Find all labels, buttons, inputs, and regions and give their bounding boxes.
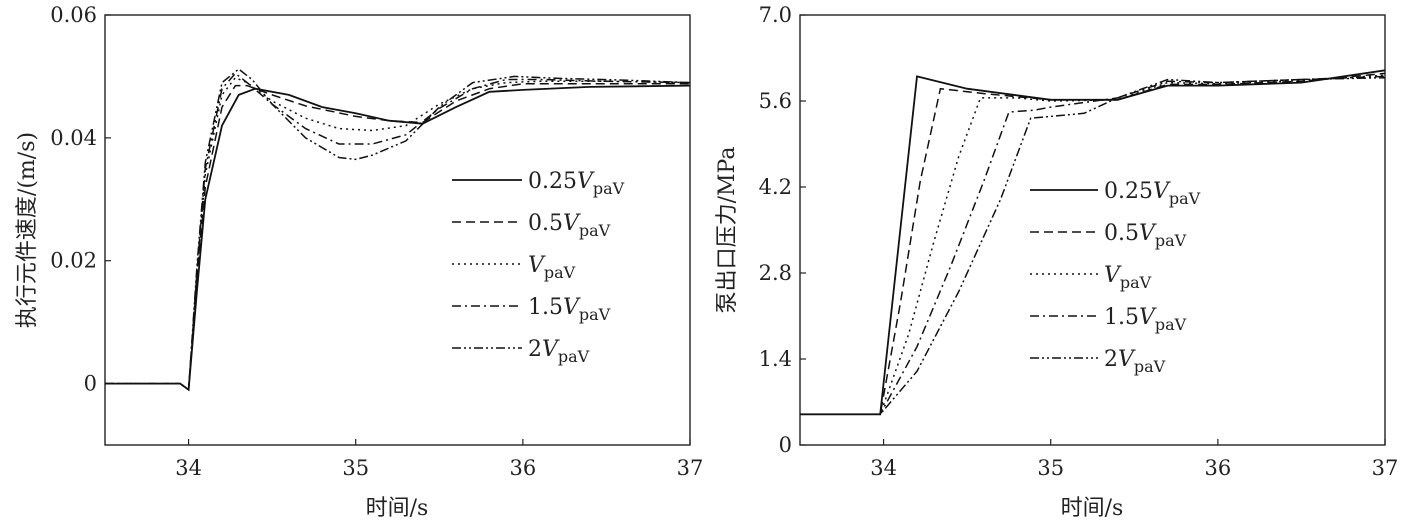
velocity-legend-v-symbol: V	[542, 337, 560, 362]
velocity-x-tick-label: 35	[342, 456, 369, 480]
pressure-legend-v-symbol: V	[1104, 263, 1122, 288]
velocity-y-tick-label: 0	[84, 372, 97, 396]
pressure-legend-subscript: paV	[1169, 189, 1201, 208]
velocity-legend-v-symbol: V	[563, 211, 581, 236]
velocity-y-tick-label: 0.06	[50, 3, 97, 27]
velocity-y-tick-label: 0.02	[50, 249, 97, 273]
velocity-x-tick-label: 36	[509, 456, 536, 480]
pressure-series-line	[800, 72, 1386, 416]
velocity-legend-coef: 1.5	[528, 295, 563, 320]
pressure-legend-coef: 2	[1104, 347, 1118, 372]
pressure-x-axis-label: 时间/s	[1061, 496, 1124, 521]
velocity-legend-coef: 0.25	[528, 169, 577, 194]
pressure-legend-coef: 0.25	[1104, 179, 1153, 204]
velocity-legend-label: 0.25VpaV	[528, 169, 625, 198]
velocity-y-axis-label: 执行元件速度/(m/s)	[15, 132, 40, 328]
pressure-legend-label: 2VpaV	[1104, 347, 1166, 376]
pressure-x-tick-label: 36	[1204, 456, 1231, 480]
velocity-legend-subscript: paV	[593, 179, 625, 198]
pressure-y-tick-label: 1.4	[759, 347, 792, 371]
pressure-series-line	[800, 76, 1386, 416]
pressure-series-line	[800, 74, 1386, 416]
velocity-legend-coef: 0.5	[528, 211, 563, 236]
velocity-series-line	[105, 68, 691, 392]
velocity-legend-subscript: paV	[544, 263, 576, 282]
pressure-legend-subscript: paV	[1155, 231, 1187, 250]
velocity-series-line	[105, 84, 691, 392]
velocity-plot-area	[104, 14, 691, 446]
pressure-x-tick-label: 35	[1037, 456, 1064, 480]
pressure-legend-v-symbol: V	[1139, 305, 1157, 330]
pressure-legend-v-symbol: V	[1153, 179, 1171, 204]
velocity-legend-subscript: paV	[558, 347, 590, 366]
pressure-legend-label: VpaV	[1104, 263, 1152, 292]
pressure-series-group	[800, 69, 1386, 416]
pressure-x-tick-label: 34	[870, 456, 897, 480]
pressure-legend-coef: 1.5	[1104, 305, 1139, 330]
pressure-y-tick-label: 2.8	[759, 261, 792, 285]
pressure-y-axis-label: 泵出口压力/MPa	[715, 147, 740, 314]
pressure-ticks: 34 35 36 37 0 1.4 2.8 4.2 5.6 7.0	[759, 3, 1399, 480]
velocity-y-tick-label: 0.04	[50, 126, 97, 150]
velocity-x-axis-label: 时间/s	[366, 496, 429, 521]
velocity-legend-v-symbol: V	[528, 253, 546, 278]
velocity-series-line	[105, 83, 690, 392]
pressure-y-tick-label: 7.0	[759, 3, 792, 27]
pressure-plot-area	[799, 14, 1386, 446]
velocity-legend-v-symbol: V	[563, 295, 581, 320]
velocity-series-group	[105, 68, 691, 392]
pressure-y-tick-label: 5.6	[759, 89, 792, 113]
pressure-legend-subscript: paV	[1134, 357, 1166, 376]
pressure-series-line	[800, 75, 1386, 416]
pressure-x-tick-label: 37	[1372, 456, 1399, 480]
pressure-legend-label: 1.5VpaV	[1104, 305, 1187, 334]
velocity-legend-label: VpaV	[528, 253, 576, 282]
pressure-legend-label: 0.5VpaV	[1104, 221, 1187, 250]
velocity-ticks: 34 35 36 37 0 0.02 0.04 0.06	[50, 3, 703, 480]
velocity-legend-v-symbol: V	[577, 169, 595, 194]
velocity-x-tick-label: 37	[677, 456, 704, 480]
velocity-series-line	[105, 72, 691, 392]
pressure-legend-subscript: paV	[1155, 315, 1187, 334]
velocity-legend-subscript: paV	[579, 305, 611, 324]
velocity-x-tick-label: 34	[175, 456, 202, 480]
pressure-legend-v-symbol: V	[1118, 347, 1136, 372]
velocity-legend-label: 2VpaV	[528, 337, 590, 366]
pressure-legend-subscript: paV	[1120, 273, 1152, 292]
pressure-legend-coef: 0.5	[1104, 221, 1139, 246]
velocity-legend-subscript: paV	[579, 221, 611, 240]
pressure-y-tick-label: 4.2	[759, 175, 792, 199]
velocity-legend-label: 1.5VpaV	[528, 295, 611, 324]
pressure-y-tick-label: 0	[779, 433, 792, 457]
velocity-legend-label: 0.5VpaV	[528, 211, 611, 240]
pressure-legend-v-symbol: V	[1139, 221, 1157, 246]
pressure-legend-label: 0.25VpaV	[1104, 179, 1201, 208]
velocity-legend-coef: 2	[528, 337, 542, 362]
pressure-series-line	[800, 69, 1386, 416]
